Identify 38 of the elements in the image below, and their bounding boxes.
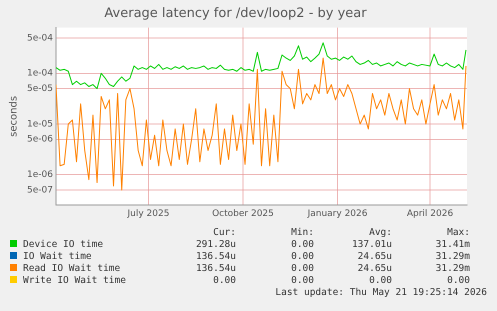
text: 24.65u [356, 262, 392, 274]
legend-label: Write IO Wait time [22, 274, 127, 286]
x-tick-label: July 2025 [126, 208, 170, 219]
text: Last update: Thu May 21 19:25:14 2026 [275, 287, 487, 298]
text: 24.65u [356, 250, 392, 262]
text: 31.29m [434, 250, 470, 262]
text: 0.00 [290, 238, 314, 250]
y-axis-title: seconds [8, 96, 20, 137]
text: 0.00 [290, 262, 314, 274]
legend-label: Read IO Wait time [22, 262, 122, 274]
text: Avg: [368, 226, 392, 238]
text: 136.54u [194, 250, 236, 262]
y-tick-label: 5e-04 [26, 33, 54, 44]
x-tick-label: January 2026 [306, 208, 368, 219]
text: Cur: [212, 226, 236, 238]
y-tick-label: 1e-04 [26, 68, 54, 79]
y-tick-label: 1e-05 [26, 119, 53, 130]
text: 31.41m [434, 238, 470, 250]
text: 291.28u [194, 238, 236, 250]
y-tick-label: 1e-06 [26, 170, 54, 180]
legend-label: Device IO time [22, 238, 104, 250]
x-tick-label: April 2026 [406, 208, 454, 219]
text: 0.00 [446, 274, 470, 286]
text: 0.00 [290, 250, 314, 262]
text: 136.54u [194, 262, 236, 274]
text: Max: [446, 226, 470, 238]
text: 31.29m [434, 262, 470, 274]
text: 0.00 [368, 274, 392, 286]
text: 137.01u [350, 238, 392, 250]
chart-title: Average latency for /dev/loop2 - by year [104, 6, 368, 22]
y-tick-label: 5e-05 [26, 84, 53, 94]
text: 0.00 [290, 274, 314, 286]
text: Min: [290, 226, 314, 238]
legend-label: IO Wait time [22, 250, 93, 262]
text: 0.00 [212, 274, 236, 286]
y-tick-label: 5e-07 [26, 185, 53, 196]
x-tick-label: October 2025 [212, 208, 274, 219]
y-tick-label: 5e-06 [26, 134, 54, 145]
